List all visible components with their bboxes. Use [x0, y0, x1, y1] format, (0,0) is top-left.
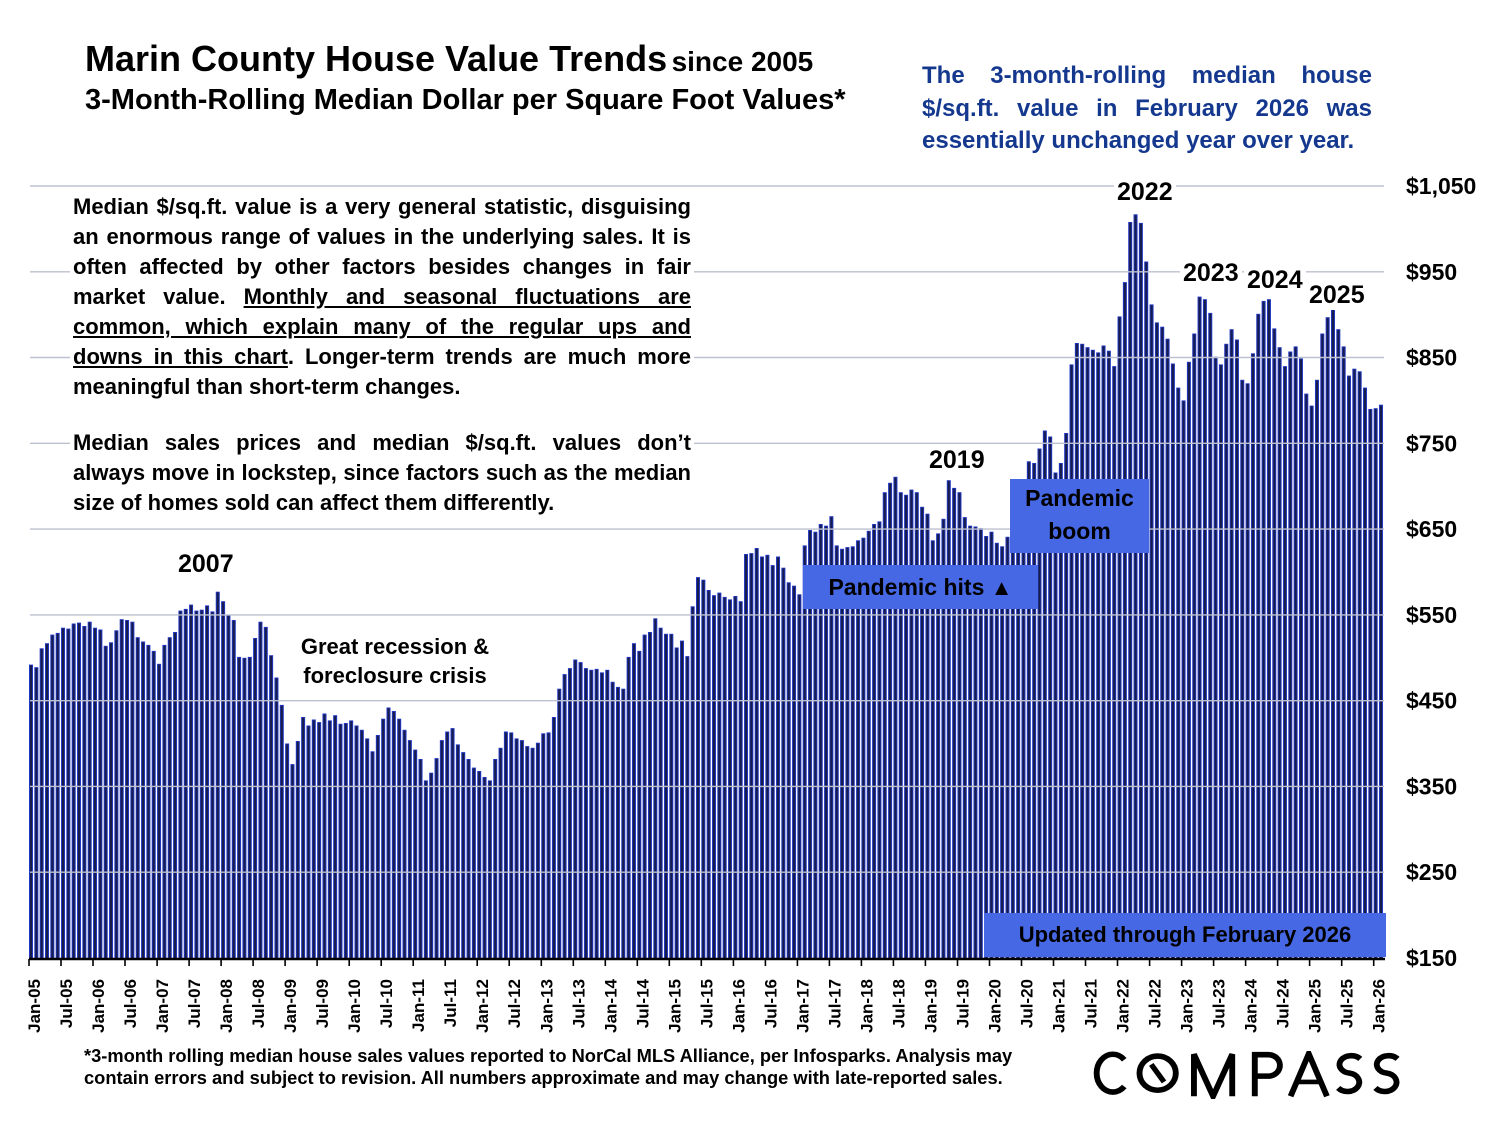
svg-text:Jan-11: Jan-11	[409, 979, 428, 1032]
svg-text:Jul-12: Jul-12	[505, 979, 524, 1028]
svg-text:$1,050: $1,050	[1406, 173, 1476, 199]
svg-text:$950: $950	[1406, 259, 1457, 285]
svg-text:$550: $550	[1406, 602, 1457, 628]
svg-text:Jul-19: Jul-19	[954, 979, 973, 1028]
svg-text:Jul-08: Jul-08	[249, 979, 268, 1028]
svg-text:Jan-21: Jan-21	[1050, 979, 1069, 1033]
svg-text:Jul-15: Jul-15	[697, 979, 716, 1028]
svg-text:Jul-13: Jul-13	[569, 979, 588, 1028]
svg-text:Jan-09: Jan-09	[281, 979, 300, 1033]
svg-text:Jul-18: Jul-18	[889, 979, 908, 1028]
svg-text:Jan-12: Jan-12	[473, 979, 492, 1033]
svg-text:$150: $150	[1406, 945, 1457, 971]
svg-text:Jul-22: Jul-22	[1146, 979, 1165, 1028]
svg-text:Jul-14: Jul-14	[633, 978, 652, 1028]
svg-text:Jan-15: Jan-15	[665, 979, 684, 1033]
svg-text:Jul-10: Jul-10	[377, 979, 396, 1028]
svg-text:$350: $350	[1406, 773, 1457, 799]
svg-text:Jan-26: Jan-26	[1370, 979, 1389, 1033]
svg-text:$650: $650	[1406, 516, 1457, 542]
svg-text:Jan-07: Jan-07	[153, 979, 172, 1033]
svg-text:Jan-24: Jan-24	[1242, 978, 1261, 1032]
svg-text:Jul-21: Jul-21	[1082, 979, 1101, 1028]
svg-text:$250: $250	[1406, 859, 1457, 885]
svg-text:Jul-09: Jul-09	[313, 979, 332, 1028]
svg-text:Jul-17: Jul-17	[825, 979, 844, 1028]
svg-text:Jan-13: Jan-13	[537, 979, 556, 1033]
svg-text:Jul-07: Jul-07	[185, 979, 204, 1028]
svg-text:Jan-25: Jan-25	[1306, 979, 1325, 1033]
svg-text:Jan-17: Jan-17	[793, 979, 812, 1033]
svg-text:Jul-05: Jul-05	[57, 979, 76, 1028]
svg-text:Jan-06: Jan-06	[89, 979, 108, 1033]
svg-text:Jan-18: Jan-18	[857, 979, 876, 1033]
svg-text:$850: $850	[1406, 345, 1457, 371]
svg-text:Jan-14: Jan-14	[601, 978, 620, 1032]
svg-text:Jan-19: Jan-19	[921, 979, 940, 1033]
svg-text:$750: $750	[1406, 430, 1457, 456]
svg-text:Jan-20: Jan-20	[986, 979, 1005, 1033]
svg-text:Jul-06: Jul-06	[121, 979, 140, 1028]
svg-text:Jul-23: Jul-23	[1210, 979, 1229, 1028]
svg-text:$450: $450	[1406, 688, 1457, 714]
svg-text:Jul-16: Jul-16	[761, 979, 780, 1028]
svg-text:Jan-05: Jan-05	[25, 979, 44, 1033]
svg-text:Jan-22: Jan-22	[1114, 979, 1133, 1033]
svg-text:Jul-11: Jul-11	[441, 979, 460, 1027]
svg-text:Jan-16: Jan-16	[729, 979, 748, 1033]
svg-text:Jul-20: Jul-20	[1018, 979, 1037, 1028]
svg-text:Jan-10: Jan-10	[345, 979, 364, 1033]
svg-text:Jan-23: Jan-23	[1178, 979, 1197, 1033]
svg-text:Jul-25: Jul-25	[1338, 979, 1357, 1028]
svg-text:Jan-08: Jan-08	[217, 979, 236, 1033]
svg-text:Jul-24: Jul-24	[1274, 978, 1293, 1028]
